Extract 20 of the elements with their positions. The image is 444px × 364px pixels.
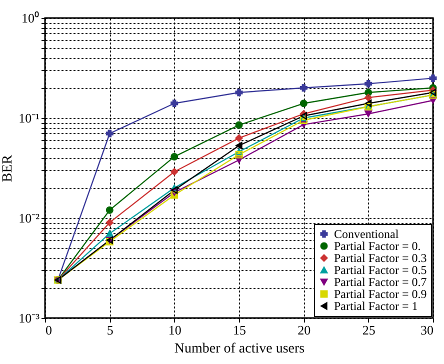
legend-label: Partial Factor = 0. bbox=[334, 239, 421, 253]
legend-label: Partial Factor = 0.9 bbox=[334, 287, 427, 301]
y-tick-label: 10⁻² bbox=[18, 210, 40, 226]
x-tick-label: 10 bbox=[168, 322, 182, 338]
x-tick-label: 20 bbox=[298, 322, 311, 338]
legend-label: Partial Factor = 0.3 bbox=[334, 251, 427, 265]
y-axis-title: BER bbox=[0, 154, 16, 182]
x-tick-label: 5 bbox=[106, 322, 114, 338]
y-tick-label: 10⁻³ bbox=[18, 310, 40, 326]
legend-label: Partial Factor = 0.5 bbox=[334, 263, 427, 277]
x-tick-label: 15 bbox=[233, 322, 246, 338]
legend-label: Partial Factor = 1 bbox=[334, 299, 418, 313]
x-tick-label: 25 bbox=[362, 322, 376, 338]
legend-label: Conventional bbox=[334, 227, 400, 241]
x-tick-label: 0 bbox=[46, 322, 52, 338]
y-tick-label: 10⁻¹ bbox=[18, 110, 40, 126]
legend-label: Partial Factor = 0.7 bbox=[334, 275, 427, 289]
x-axis-title: Number of active users bbox=[174, 342, 305, 356]
x-tick-label: 30 bbox=[420, 322, 434, 338]
y-tick-label: 10⁰ bbox=[22, 10, 40, 26]
